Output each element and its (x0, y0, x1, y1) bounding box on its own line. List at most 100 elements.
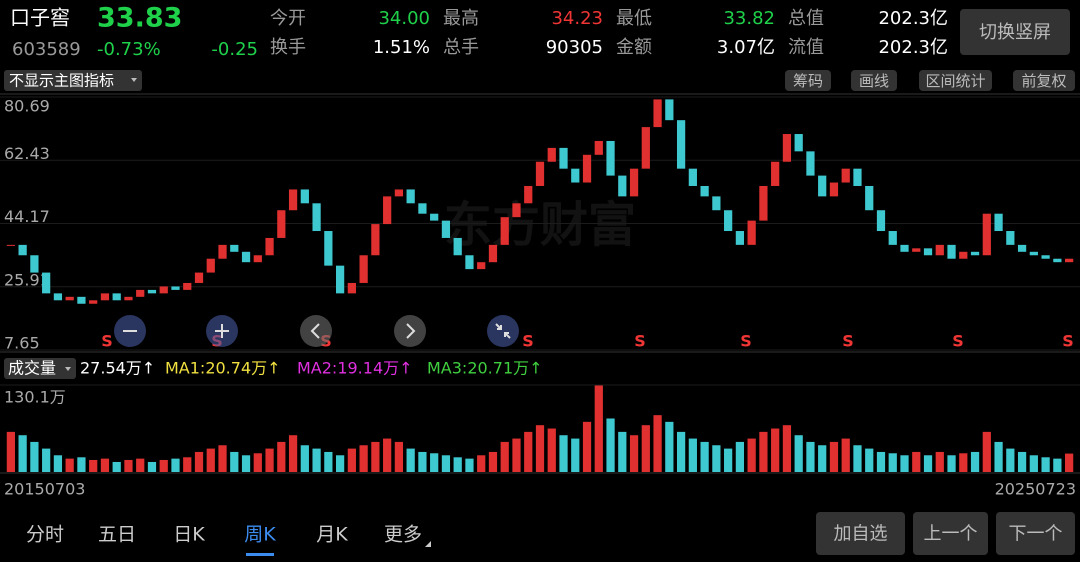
volume-bar (359, 445, 368, 472)
candle (253, 255, 262, 263)
candle (230, 244, 239, 252)
candle (547, 147, 556, 162)
stat-value: 3.07亿 (717, 37, 775, 58)
indicator-bg[interactable] (4, 70, 142, 91)
candle (794, 134, 803, 152)
volume-stat: 27.54万↑ (80, 359, 155, 378)
action-button-bg[interactable] (816, 512, 905, 555)
volume-bar (735, 441, 745, 472)
stat-value: 90305 (546, 37, 603, 58)
volume-bar (724, 448, 733, 472)
stat-label: 今开 (270, 8, 306, 29)
volume-bar (700, 441, 709, 472)
volume-bar (512, 438, 521, 472)
volume-bar (218, 445, 227, 472)
volume-bar (935, 451, 944, 472)
candle (300, 189, 309, 204)
volume-bar (712, 445, 721, 472)
tool-button-bg[interactable] (851, 70, 897, 91)
candle (1006, 231, 1015, 245)
candle (724, 210, 733, 232)
period-tab[interactable]: 更多 (384, 524, 422, 546)
candle (371, 224, 380, 256)
orientation-button[interactable]: 切换竖屏 (979, 22, 1051, 43)
stock-code: 603589 (12, 39, 81, 60)
signal-marker: S (101, 332, 113, 351)
volume-stat: MA1:20.74万↑ (165, 359, 281, 378)
volume-bar (629, 435, 639, 472)
candle (688, 168, 697, 186)
stat-label: 流值 (788, 37, 824, 58)
stat-label: 金额 (616, 37, 652, 58)
zoom-control[interactable] (487, 315, 519, 347)
candle (535, 161, 545, 186)
period-tab[interactable]: 日K (173, 524, 205, 546)
period-tab[interactable]: 五日 (98, 524, 136, 546)
action-button-bg[interactable] (913, 512, 988, 555)
tool-button[interactable]: 前复权 (1021, 72, 1066, 90)
period-tab[interactable]: 月K (316, 524, 348, 546)
tool-button-bg[interactable] (785, 70, 831, 91)
volume-select[interactable]: 成交量 (8, 359, 56, 378)
candle (571, 168, 580, 183)
action-button[interactable]: 上一个 (924, 524, 978, 545)
y-tick-label: 7.65 (4, 334, 40, 353)
candle (829, 182, 839, 197)
y-tick-label: 62.43 (4, 144, 50, 163)
action-button[interactable]: 下一个 (1009, 524, 1063, 545)
action-button-bg[interactable] (996, 512, 1075, 555)
volume-bar (900, 455, 909, 472)
zoom-control[interactable] (394, 315, 426, 347)
tool-button-bg[interactable] (919, 70, 992, 91)
candle (970, 251, 980, 256)
volume-bar (806, 441, 815, 472)
volume-bar (947, 455, 956, 472)
volume-bar (430, 453, 439, 472)
candle (759, 185, 768, 221)
candle (312, 203, 321, 232)
volume-bar (300, 445, 309, 472)
volume-bar (535, 425, 545, 472)
volume-bar (312, 448, 321, 472)
candle (6, 244, 15, 246)
volume-bar (383, 438, 392, 472)
volume-bar (582, 421, 592, 472)
tool-button[interactable]: 筹码 (793, 72, 823, 90)
candle (42, 272, 51, 294)
orientation-button-bg[interactable] (960, 9, 1070, 55)
change-pct: -0.73% (97, 39, 161, 60)
candle (782, 134, 792, 162)
candle (183, 282, 192, 290)
tool-button[interactable]: 区间统计 (925, 72, 985, 90)
stat-value: 33.82 (723, 8, 775, 29)
volume-bar (688, 438, 697, 472)
y-tick-label: 44.17 (4, 207, 50, 226)
volume-bar (65, 458, 74, 472)
candle (676, 120, 686, 169)
volume-bar (818, 445, 827, 472)
tool-button-bg[interactable] (1013, 70, 1075, 91)
candle (124, 296, 133, 301)
volume-bar (794, 435, 803, 472)
period-tab[interactable]: 分时 (26, 524, 64, 546)
volume-bar (606, 418, 615, 472)
volume-bar (183, 457, 192, 472)
volume-select-bg[interactable] (4, 358, 76, 379)
zoom-icon (495, 323, 511, 339)
candle (65, 296, 74, 301)
candle (888, 231, 897, 245)
signal-marker: S (634, 332, 646, 351)
volume-bar (418, 451, 427, 472)
volume-bar (888, 453, 897, 472)
indicator-select[interactable]: 不显示主图指标 (9, 72, 114, 90)
action-button[interactable]: 加自选 (834, 524, 888, 545)
period-tab[interactable]: 周K (244, 524, 276, 546)
candle (359, 255, 368, 283)
stat-value: 202.3亿 (878, 37, 948, 58)
zoom-control[interactable] (300, 315, 332, 347)
volume-bar (876, 451, 886, 472)
tool-button[interactable]: 画线 (859, 72, 889, 90)
candle (841, 168, 850, 183)
candle (277, 210, 286, 238)
volume-bar (771, 428, 780, 472)
